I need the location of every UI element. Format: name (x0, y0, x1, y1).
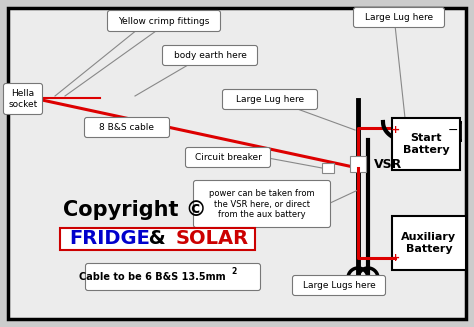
FancyBboxPatch shape (84, 117, 170, 137)
Bar (322, 163, 334, 173)
Text: Start
Battery: Start Battery (403, 133, 449, 155)
Bar (392, 216, 466, 270)
Text: Copyright ©: Copyright © (63, 200, 207, 220)
Text: VSR: VSR (374, 158, 402, 170)
Text: Hella
socket: Hella socket (9, 89, 37, 109)
Text: −: − (448, 124, 458, 136)
Text: 8 B&S cable: 8 B&S cable (100, 123, 155, 132)
Bar (392, 118, 460, 170)
Text: +: + (392, 253, 401, 263)
FancyBboxPatch shape (292, 276, 385, 296)
Text: Large Lugs here: Large Lugs here (302, 281, 375, 290)
Text: FRIDGE: FRIDGE (70, 230, 150, 249)
FancyBboxPatch shape (3, 83, 43, 114)
Text: Large Lug here: Large Lug here (365, 13, 433, 22)
Text: Yellow crimp fittings: Yellow crimp fittings (118, 16, 210, 26)
Text: SOLAR: SOLAR (175, 230, 248, 249)
Bar (60, 228, 255, 250)
Text: body earth here: body earth here (173, 51, 246, 60)
Bar (350, 156, 366, 172)
FancyBboxPatch shape (354, 8, 445, 27)
FancyBboxPatch shape (8, 8, 466, 319)
FancyBboxPatch shape (108, 10, 220, 31)
FancyBboxPatch shape (163, 45, 257, 65)
FancyBboxPatch shape (193, 181, 330, 228)
Text: power can be taken from
the VSR here, or direct
from the aux battery: power can be taken from the VSR here, or… (209, 189, 315, 219)
Text: +: + (392, 125, 401, 135)
Text: &: & (142, 230, 172, 249)
FancyBboxPatch shape (85, 264, 261, 290)
FancyBboxPatch shape (222, 90, 318, 110)
Text: 2: 2 (231, 267, 237, 276)
Text: Cable to be 6 B&S 13.5mm: Cable to be 6 B&S 13.5mm (79, 272, 225, 282)
Text: Auxiliary
Battery: Auxiliary Battery (401, 232, 456, 254)
FancyBboxPatch shape (185, 147, 271, 167)
Text: Circuit breaker: Circuit breaker (194, 153, 262, 162)
Text: Large Lug here: Large Lug here (236, 95, 304, 104)
